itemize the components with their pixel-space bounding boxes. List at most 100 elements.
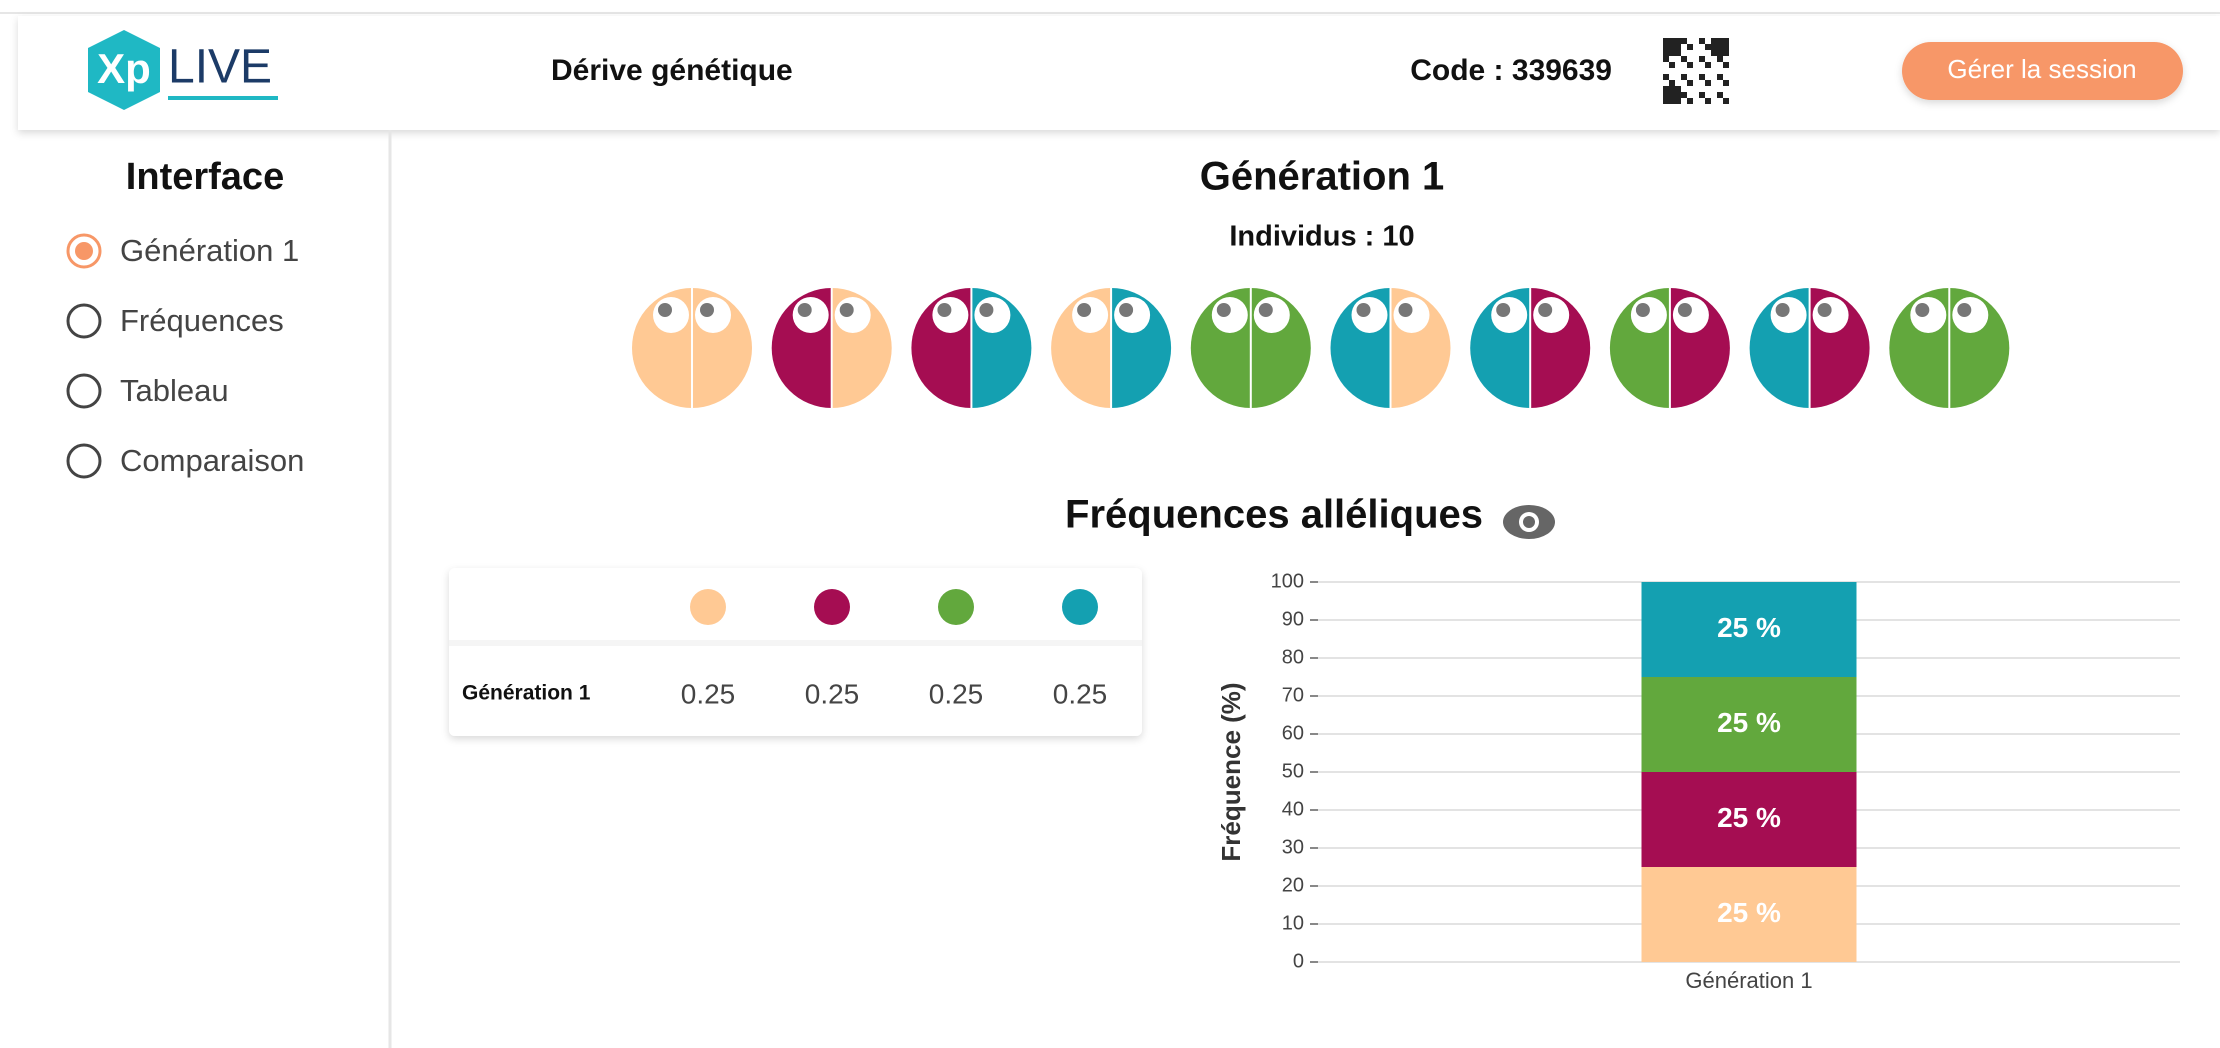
qr-cell [1675,98,1681,104]
qr-cell [1723,44,1729,50]
pupil [937,303,951,317]
eye [653,297,689,333]
qr-cell [1711,50,1717,56]
eye [1771,297,1807,333]
qr-cell [1699,56,1705,62]
pupil [1636,303,1650,317]
qr-cell [1717,74,1723,80]
qr-cell [1675,44,1681,50]
qr-cell [1669,98,1675,104]
eye [1352,297,1388,333]
qr-cell [1681,56,1687,62]
qr-cell [1717,56,1723,62]
radio-button[interactable] [68,305,100,337]
value-label: 25 % [1717,707,1781,738]
row-label: Génération 1 [462,682,591,705]
qr-cell [1663,56,1669,62]
qr-cell [1699,92,1705,98]
qr-cell [1675,92,1681,98]
pupil [1217,303,1231,317]
pupil [700,303,714,317]
y-tick-label: 30 [1282,836,1304,858]
y-axis-label: Fréquence (%) [1216,682,1246,861]
qr-cell [1705,44,1711,50]
radio-label[interactable]: Comparaison [120,443,304,478]
eye [1491,297,1527,333]
qr-cell [1669,92,1675,98]
cell-value: 0.25 [681,678,736,709]
cell-value: 0.25 [1053,678,1108,709]
qr-cell [1669,50,1675,56]
qr-cell [1723,98,1729,104]
pupil [1678,303,1692,317]
cell-value: 0.25 [805,678,860,709]
qr-cell [1669,62,1675,68]
y-tick-label: 20 [1282,874,1304,896]
radio-label[interactable]: Tableau [120,373,229,408]
qr-cell [1705,80,1711,86]
qr-cell [1717,38,1723,44]
qr-cell [1711,44,1717,50]
value-label: 25 % [1717,897,1781,928]
qr-cell [1717,92,1723,98]
table-divider [449,640,1142,646]
pupil [1259,303,1273,317]
eye [1631,297,1667,333]
qr-cell [1669,38,1675,44]
generation-title: Génération 1 [1200,155,1445,199]
pupil [840,303,854,317]
radio-button[interactable] [68,445,100,477]
y-tick-label: 50 [1282,760,1304,782]
y-tick-label: 90 [1282,608,1304,630]
visibility-icon[interactable] [1503,505,1555,539]
page: Xp LIVE Dérive génétique Code : 339639 G… [0,0,2220,1048]
eye [932,297,968,333]
cell-value: 0.25 [929,678,984,709]
qr-cell [1675,86,1681,92]
qr-cell [1699,74,1705,80]
qr-cell [1681,38,1687,44]
qr-cell [1675,38,1681,44]
frequency-table [449,568,1142,736]
qr-cell [1663,38,1669,44]
radio-button[interactable] [68,375,100,407]
y-tick-label: 80 [1282,646,1304,668]
allele-color [1062,589,1098,625]
sidebar-title: Interface [126,156,284,198]
y-tick-label: 60 [1282,722,1304,744]
qr-cell [1705,62,1711,68]
qr-cell [1687,98,1693,104]
radio-dot [75,242,93,260]
eye [1952,297,1988,333]
manage-session-label[interactable]: Gérer la session [1947,54,2136,84]
x-tick-label: Génération 1 [1685,968,1812,993]
y-tick-label: 10 [1282,912,1304,934]
qr-cell [1669,44,1675,50]
eye [1212,297,1248,333]
eye [1394,297,1430,333]
radio-label[interactable]: Fréquences [120,303,284,338]
allele-color [938,589,974,625]
qr-cell [1663,98,1669,104]
y-tick-label: 0 [1293,950,1304,972]
pupil [1818,303,1832,317]
qr-cell [1711,38,1717,44]
eye [1673,297,1709,333]
eye [695,297,731,333]
y-tick-label: 100 [1271,570,1304,592]
eye [1533,297,1569,333]
pupil [1915,303,1929,317]
pupil [798,303,812,317]
eye [1813,297,1849,333]
qr-cell [1723,38,1729,44]
frequencies-title: Fréquences alléliques [1065,493,1483,537]
y-tick-label: 70 [1282,684,1304,706]
qr-cell [1717,50,1723,56]
logo-text: LIVE [168,41,272,94]
radio-label[interactable]: Génération 1 [120,233,299,268]
qr-cell [1669,86,1675,92]
value-label: 25 % [1717,612,1781,643]
qr-cell [1717,44,1723,50]
y-tick-label: 40 [1282,798,1304,820]
qr-cell [1669,80,1675,86]
